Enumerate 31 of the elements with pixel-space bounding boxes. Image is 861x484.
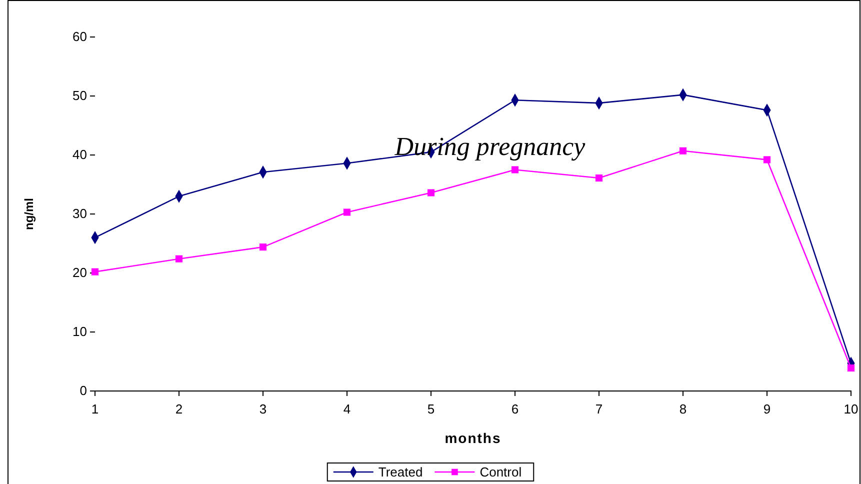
x-tick-label: 8	[679, 401, 687, 416]
x-tick-label: 6	[511, 401, 519, 416]
y-tick-label: 50	[72, 88, 87, 104]
x-tick-label: 2	[175, 401, 183, 416]
point	[679, 147, 687, 154]
y-tick-label: 40	[72, 147, 87, 162]
point	[259, 244, 267, 251]
y-tick-label: 0	[80, 383, 87, 398]
x-tick-label: 1	[91, 401, 99, 416]
y-tick-label: 60	[72, 29, 87, 44]
x-tick-label: 7	[595, 401, 603, 416]
y-tick-label: 20	[72, 265, 87, 280]
point	[763, 156, 771, 164]
x-tick-label: 10	[844, 401, 858, 416]
point	[847, 364, 855, 372]
point	[343, 208, 351, 216]
x-tick-label: 9	[763, 401, 771, 416]
legend-label: Control	[480, 464, 522, 480]
y-axis-title: ng/ml	[22, 198, 36, 230]
x-tick-label: 5	[427, 401, 435, 416]
point	[91, 268, 99, 276]
y-tick-label: 30	[72, 206, 87, 222]
point	[427, 189, 435, 196]
legend-label: Treated	[378, 464, 423, 480]
point	[175, 255, 183, 262]
x-tick-label: 4	[343, 401, 351, 416]
x-tick-label: 3	[259, 401, 267, 416]
point	[595, 174, 603, 182]
x-axis-title: months	[444, 430, 502, 446]
point	[511, 166, 519, 174]
y-tick-label: 10	[72, 324, 87, 340]
